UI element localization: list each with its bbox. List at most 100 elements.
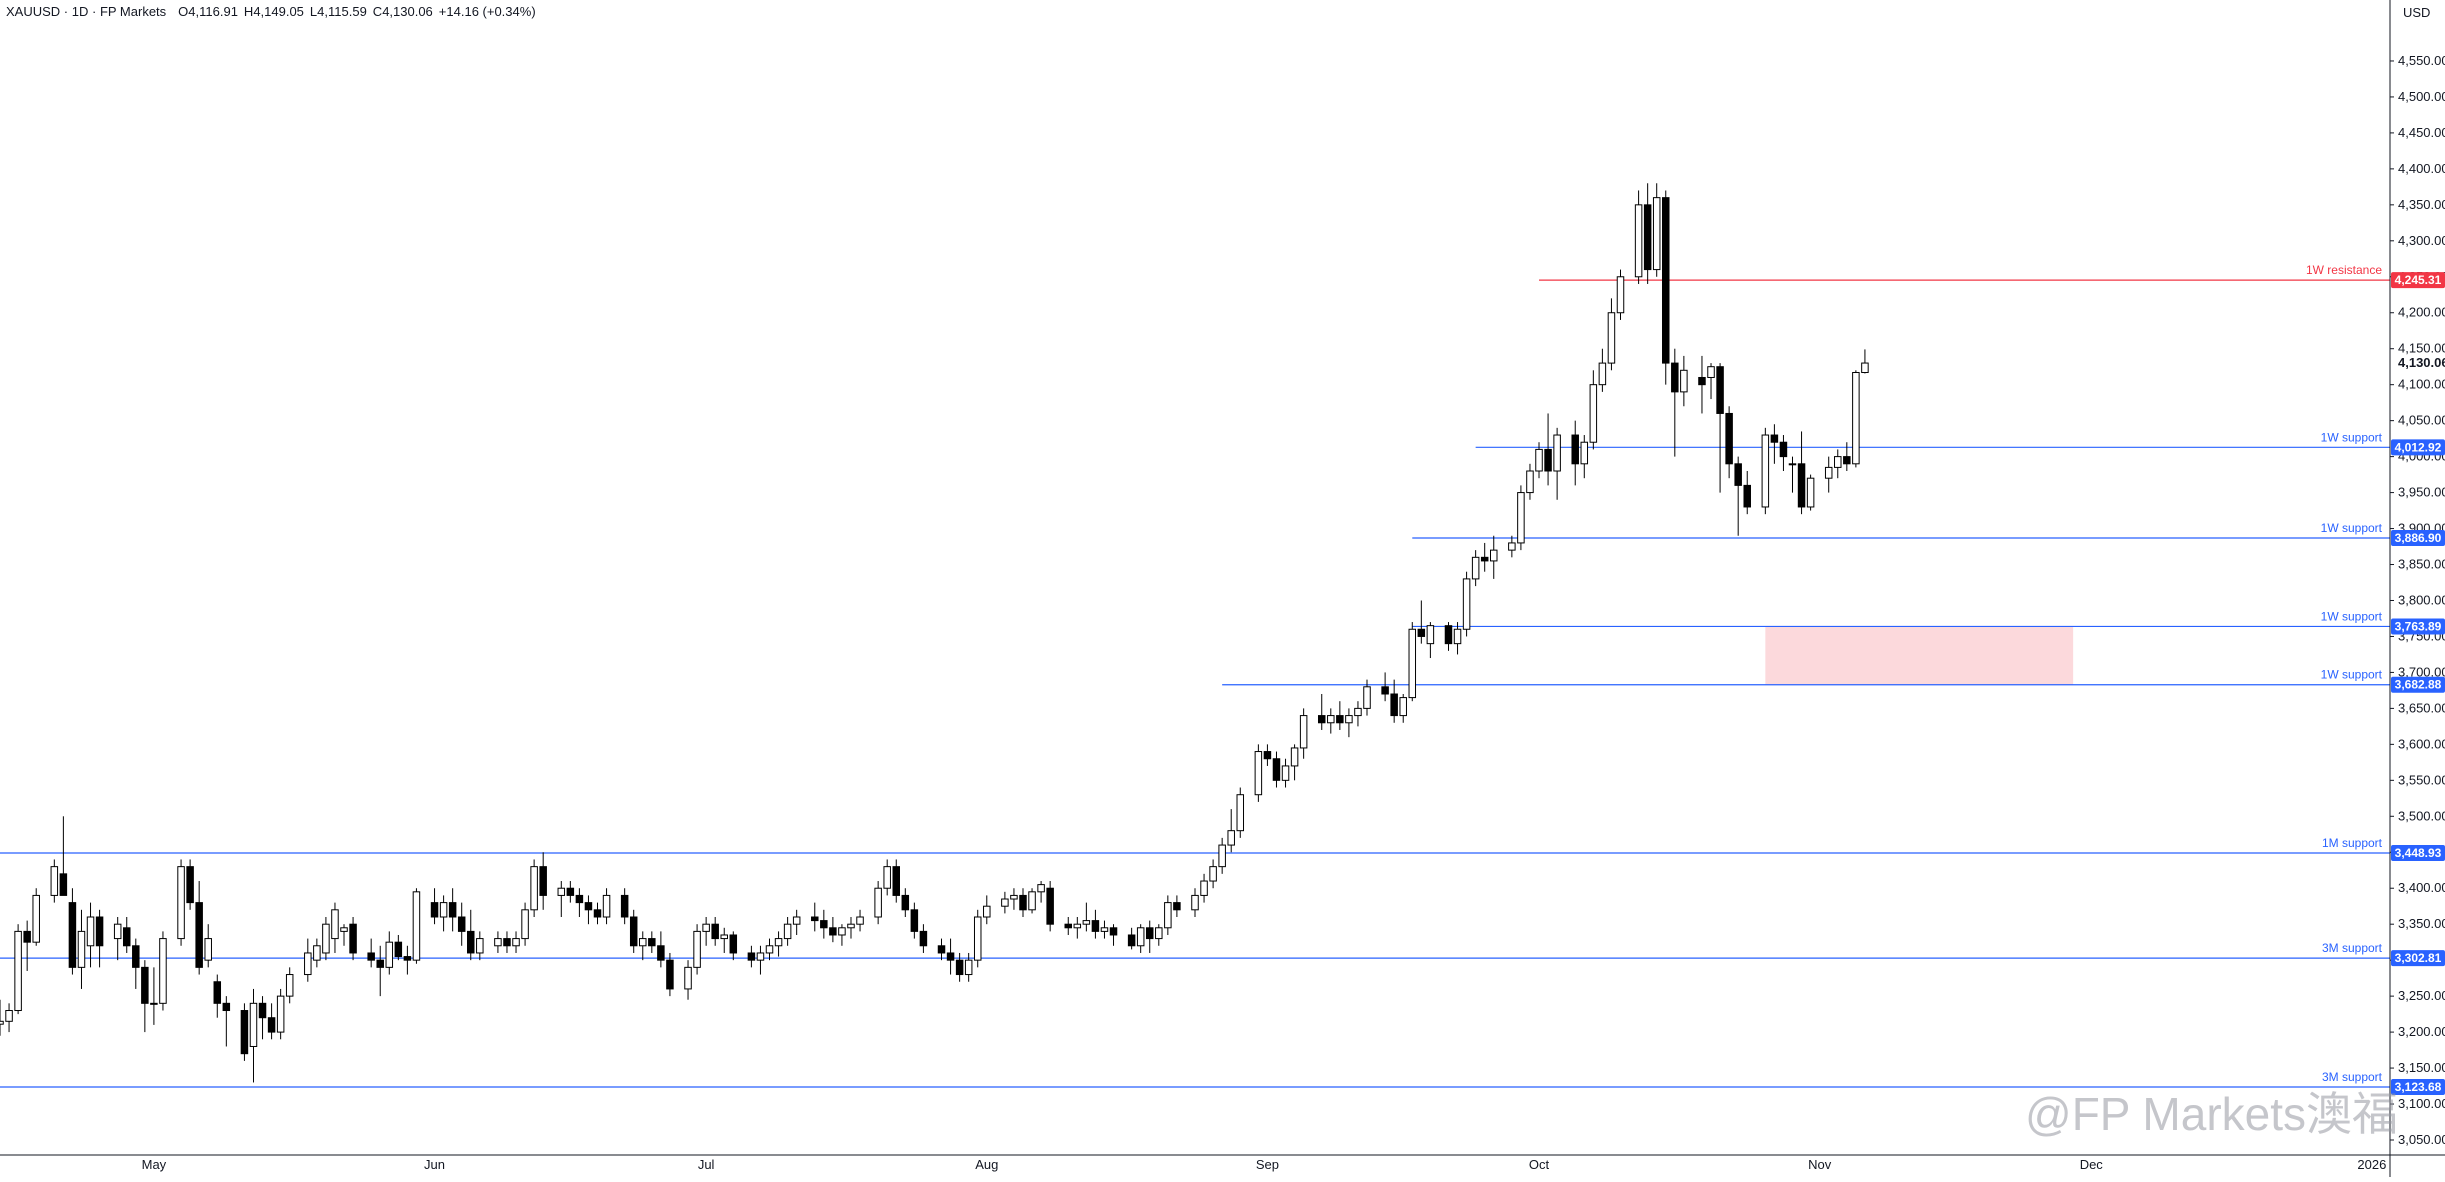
candle-2025-08-21[interactable] <box>1164 895 1172 935</box>
candle-2025-05-20[interactable] <box>322 917 330 961</box>
candle-2025-04-16[interactable] <box>14 924 22 1015</box>
candle-2025-04-30[interactable] <box>141 960 149 1033</box>
candle-2025-09-28[interactable] <box>1508 535 1516 558</box>
candle-2025-05-18[interactable] <box>304 938 312 982</box>
candle-2025-10-20[interactable] <box>1707 363 1715 400</box>
candle-2025-09-03[interactable] <box>1281 758 1290 788</box>
candle-2025-07-09[interactable] <box>774 931 783 957</box>
candle-2025-11-02[interactable] <box>1824 456 1833 493</box>
candle-2025-09-22[interactable] <box>1453 622 1462 655</box>
candle-2025-07-29[interactable] <box>955 952 964 982</box>
candle-2025-05-06[interactable] <box>195 881 203 975</box>
candle-2025-10-26[interactable] <box>1761 427 1770 515</box>
candle-2025-10-05[interactable] <box>1571 420 1579 486</box>
candle-2025-08-08[interactable] <box>1046 881 1054 932</box>
candle-2025-06-15[interactable] <box>557 881 566 917</box>
candle-2025-09-21[interactable] <box>1444 622 1453 651</box>
candle-2025-06-09[interactable] <box>503 931 511 953</box>
candle-2025-07-04[interactable] <box>729 931 738 961</box>
candle-2025-10-22[interactable] <box>1725 406 1733 479</box>
candle-2025-06-12[interactable] <box>530 859 538 917</box>
candle-2025-04-27[interactable] <box>113 917 122 961</box>
candle-2025-05-19[interactable] <box>313 938 321 968</box>
candle-2025-09-25[interactable] <box>1480 542 1489 572</box>
candle-2025-07-24[interactable] <box>910 902 919 939</box>
candle-2025-09-05[interactable] <box>1299 708 1308 759</box>
candle-2025-11-03[interactable] <box>1834 449 1842 479</box>
candle-2025-06-18[interactable] <box>584 895 593 925</box>
candle-2025-09-30[interactable] <box>1526 463 1534 500</box>
candle-2025-11-05[interactable] <box>1852 370 1860 468</box>
candle-2025-08-22[interactable] <box>1173 895 1181 917</box>
candle-2025-05-11[interactable] <box>240 1003 249 1061</box>
candle-2025-08-03[interactable] <box>1001 891 1009 914</box>
candle-2025-08-12[interactable] <box>1082 902 1091 932</box>
candle-2025-10-29[interactable] <box>1788 456 1797 493</box>
candle-2025-06-16[interactable] <box>566 881 575 903</box>
candle-2025-05-28[interactable] <box>394 934 403 961</box>
candle-2025-08-24[interactable] <box>1191 888 1199 917</box>
candle-2025-10-14[interactable] <box>1652 183 1661 277</box>
candle-2025-08-11[interactable] <box>1073 917 1082 939</box>
candle-2025-09-15[interactable] <box>1390 679 1398 723</box>
candle-2025-07-15[interactable] <box>829 917 837 943</box>
candle-2025-05-08[interactable] <box>213 974 222 1018</box>
candle-2025-10-06[interactable] <box>1580 435 1589 479</box>
candle-2025-07-03[interactable] <box>720 927 728 953</box>
candle-2025-04-17[interactable] <box>23 920 31 971</box>
candle-2025-10-30[interactable] <box>1797 431 1806 515</box>
candle-2025-08-14[interactable] <box>1100 920 1109 939</box>
candle-2025-06-20[interactable] <box>602 888 611 925</box>
candle-2025-07-31[interactable] <box>973 909 982 968</box>
candle-2025-07-22[interactable] <box>892 859 900 903</box>
candle-2025-11-04[interactable] <box>1843 442 1851 471</box>
candle-2025-07-17[interactable] <box>847 917 855 939</box>
candle-2025-10-28[interactable] <box>1779 435 1788 471</box>
candle-2025-09-29[interactable] <box>1517 485 1525 551</box>
candle-2025-06-13[interactable] <box>539 852 547 910</box>
candle-2025-07-16[interactable] <box>838 924 846 946</box>
candle-2025-09-07[interactable] <box>1317 694 1326 730</box>
candle-2025-09-09[interactable] <box>1336 701 1344 730</box>
candle-2025-05-01[interactable] <box>150 967 158 1025</box>
candle-2025-10-15[interactable] <box>1662 190 1670 385</box>
candle-2025-10-08[interactable] <box>1598 348 1607 392</box>
candle-2025-07-30[interactable] <box>964 952 973 982</box>
candle-2025-05-21[interactable] <box>331 902 339 953</box>
candle-2025-06-02[interactable] <box>439 895 448 932</box>
demand-zone[interactable] <box>1765 626 2074 685</box>
candle-2025-06-05[interactable] <box>467 909 475 961</box>
candle-2025-08-20[interactable] <box>1155 924 1163 946</box>
candle-2025-07-01[interactable] <box>702 917 710 946</box>
candle-2025-09-19[interactable] <box>1426 622 1435 659</box>
candle-2025-10-07[interactable] <box>1589 370 1598 450</box>
candle-2025-05-15[interactable] <box>276 988 285 1040</box>
candle-2025-10-17[interactable] <box>1680 355 1688 407</box>
candle-2025-05-09[interactable] <box>222 996 231 1047</box>
candle-2025-07-10[interactable] <box>783 917 792 946</box>
candle-2025-07-28[interactable] <box>946 938 955 975</box>
candle-2025-09-26[interactable] <box>1490 535 1498 579</box>
candle-2025-08-28[interactable] <box>1227 809 1235 853</box>
candle-2025-10-16[interactable] <box>1671 348 1679 457</box>
candle-2025-10-19[interactable] <box>1698 355 1706 414</box>
candle-2025-09-08[interactable] <box>1327 708 1335 734</box>
candle-2025-05-16[interactable] <box>285 967 294 1004</box>
candle-2025-06-10[interactable] <box>512 931 520 953</box>
candle-2025-08-07[interactable] <box>1037 881 1045 903</box>
candle-2025-05-27[interactable] <box>385 931 394 975</box>
candle-2025-04-18[interactable] <box>32 888 40 946</box>
candle-2025-06-08[interactable] <box>494 931 502 953</box>
candle-2025-04-29[interactable] <box>132 938 140 989</box>
candle-2025-05-05[interactable] <box>186 859 194 910</box>
candle-2025-07-02[interactable] <box>711 917 719 946</box>
candle-2025-05-25[interactable] <box>367 938 375 968</box>
candle-2025-06-22[interactable] <box>620 888 629 925</box>
candle-2025-05-29[interactable] <box>403 945 412 975</box>
candle-2025-10-23[interactable] <box>1734 456 1742 536</box>
candle-2025-10-13[interactable] <box>1643 183 1652 284</box>
candle-2025-06-01[interactable] <box>430 888 439 925</box>
candle-2025-07-08[interactable] <box>765 938 774 961</box>
candle-2025-07-20[interactable] <box>874 881 882 925</box>
